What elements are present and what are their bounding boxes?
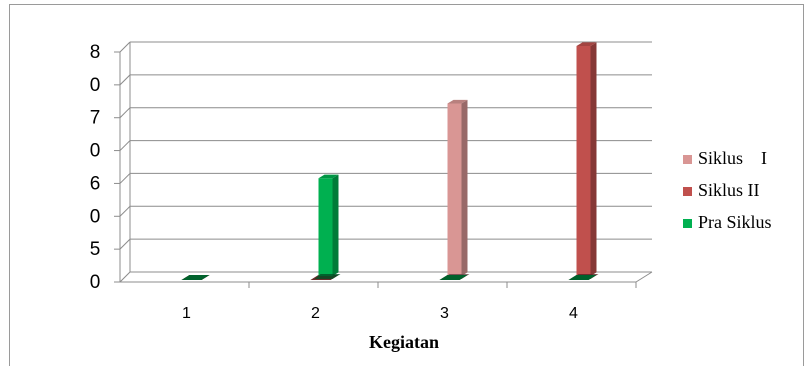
x-axis-ticks: 1 2 3 4 [182, 282, 637, 322]
legend-label: Pra Siklus [698, 212, 772, 232]
bar [576, 46, 591, 276]
y-tick-label: 0 [90, 141, 101, 162]
bar-side [461, 99, 468, 277]
bar-top [318, 174, 339, 179]
gridline-depth [119, 173, 131, 184]
gridline-depth [119, 74, 131, 86]
legend-swatch [683, 219, 692, 228]
gridline-depth [119, 271, 131, 283]
bar-shadow [314, 274, 341, 279]
bar [318, 178, 333, 276]
gridline-depth [119, 41, 131, 53]
y-tick-label: 8 [90, 42, 101, 63]
y-tick-label: 0 [90, 206, 101, 227]
legend-swatch [683, 187, 692, 196]
legend-label: Siklus II [698, 180, 760, 200]
x-tick-label: 1 [182, 305, 191, 322]
bar-footprint [439, 275, 468, 280]
legend-swatch [683, 155, 692, 164]
bar-top [576, 42, 597, 46]
gridline-depth [119, 140, 131, 151]
y-axis-ticks: 0 5 0 6 0 7 0 8 [90, 42, 120, 293]
gridline-depth [119, 238, 131, 250]
chart-bars [181, 42, 599, 280]
bar-top [447, 99, 468, 104]
x-tick-label: 2 [311, 305, 320, 322]
gridline-depth [119, 107, 131, 119]
gridline-depth [119, 205, 131, 217]
bar-side [590, 42, 597, 277]
chart-grid [119, 41, 653, 283]
x-tick-label: 3 [440, 305, 449, 322]
x-axis-label: Kegiatan [369, 332, 439, 352]
y-tick-label: 0 [90, 75, 101, 96]
x-tick-label: 4 [569, 305, 578, 322]
y-tick-label: 0 [90, 272, 101, 293]
y-tick-label: 5 [90, 239, 101, 260]
y-tick-label: 6 [90, 173, 101, 194]
bar-side [332, 174, 339, 276]
chart-frame [9, 4, 804, 366]
y-tick-label: 7 [90, 108, 101, 129]
bar-footprint [568, 275, 597, 280]
bar-footprint [181, 275, 210, 280]
floor-right-edge [635, 271, 653, 283]
chart-legend: Siklus I Siklus II Pra Siklus [683, 148, 772, 232]
legend-label: Siklus I [698, 148, 767, 168]
bar [447, 103, 462, 276]
